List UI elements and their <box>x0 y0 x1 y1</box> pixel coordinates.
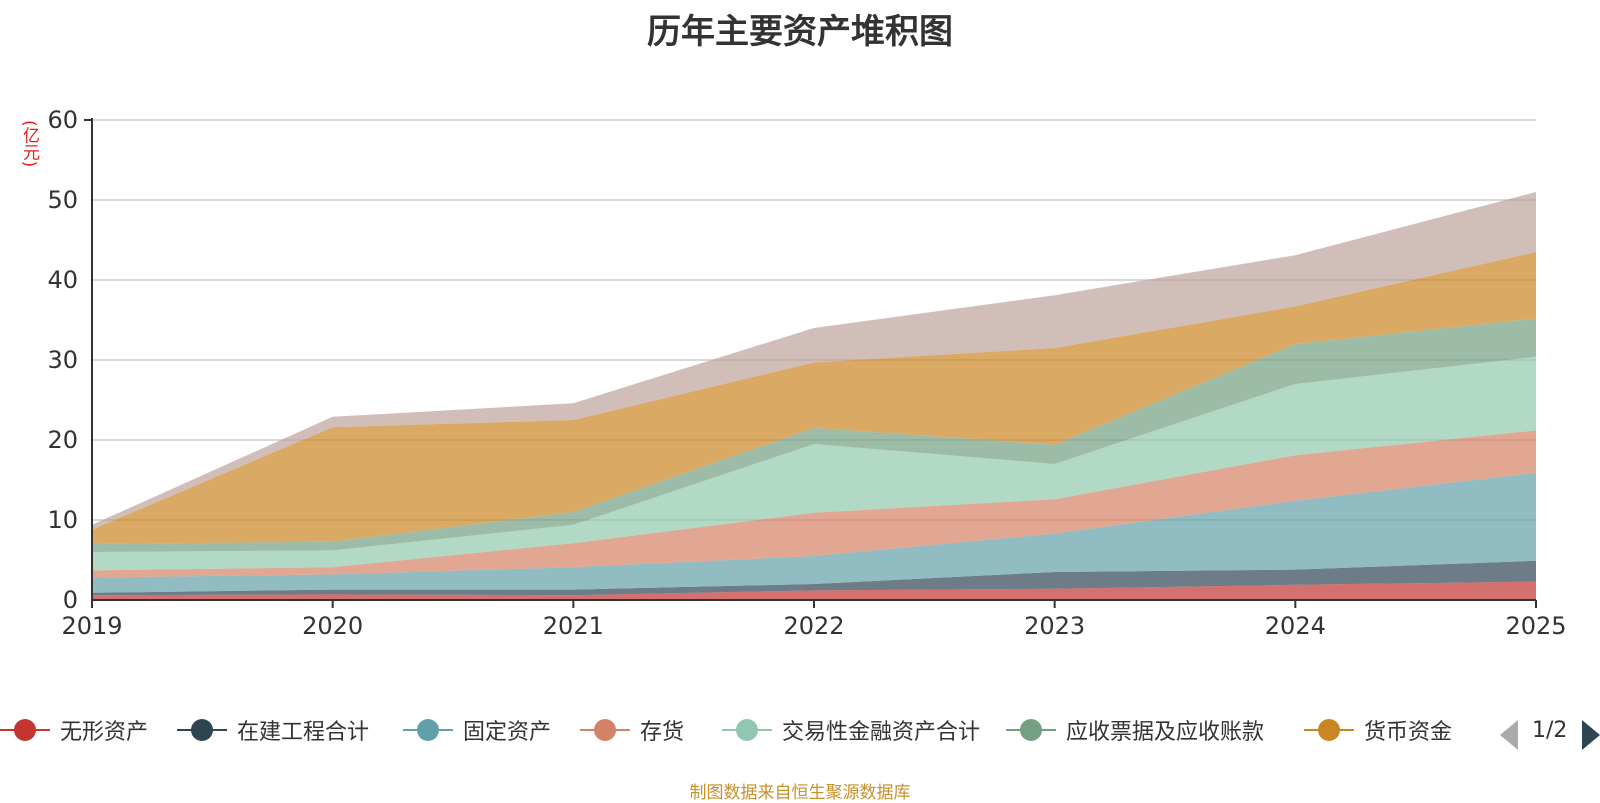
axes: 0 10 20 30 40 50 60 2019 2020 2021 2022 2023 2024 202… <box>47 106 1566 640</box>
legend-marker-icon <box>403 712 453 748</box>
legend-page-indicator: 1/2 <box>1532 718 1568 743</box>
legend-label: 应收票据及应收账款 <box>1066 720 1265 745</box>
x-tick-label: 2019 <box>61 612 122 640</box>
x-tick-label: 2022 <box>783 612 844 640</box>
legend-marker-icon <box>177 712 227 748</box>
legend-label: 在建工程合计 <box>237 720 370 745</box>
area-series-2[interactable] <box>92 472 1536 593</box>
legend-item[interactable]: 无形资产 <box>0 712 148 748</box>
y-tick-label: 0 <box>63 586 78 614</box>
legend-label: 固定资产 <box>463 720 552 745</box>
legend-label: 无形资产 <box>60 720 149 745</box>
data-source-note: 制图数据来自恒生聚源数据库 <box>689 783 911 803</box>
legend-prev-page-icon[interactable] <box>1500 720 1518 750</box>
chart-title: 历年主要资产堆积图 <box>647 12 953 52</box>
area-series-0[interactable] <box>92 581 1536 600</box>
area-series-7[interactable] <box>92 192 1536 530</box>
area-series-6[interactable] <box>92 252 1536 544</box>
x-tick-label: 2023 <box>1024 612 1085 640</box>
x-tick-label: 2021 <box>543 612 604 640</box>
legend-marker-icon <box>580 712 630 748</box>
legend: 无形资产 在建工程合计 固定资产 存货 交易性金融资产合计 应收票据及应收账款 货币资金 <box>0 712 1600 748</box>
x-tick-label: 2024 <box>1265 612 1326 640</box>
legend-marker-icon <box>722 712 772 748</box>
legend-item[interactable]: 固定资产 <box>403 712 551 748</box>
legend-marker-icon <box>1006 712 1056 748</box>
area-series-4[interactable] <box>92 356 1536 571</box>
legend-item[interactable]: 货币资金 <box>1304 712 1452 748</box>
area-series-3[interactable] <box>92 430 1536 578</box>
area-series-5[interactable] <box>92 318 1536 552</box>
legend-item[interactable]: 在建工程合计 <box>177 712 369 748</box>
legend-label: 交易性金融资产合计 <box>782 720 981 745</box>
x-tick-label: 2025 <box>1505 612 1566 640</box>
legend-label: 存货 <box>640 720 685 745</box>
y-tick-label: 10 <box>47 506 78 534</box>
area-series-1[interactable] <box>92 560 1536 596</box>
y-axis-unit-label: (亿元) <box>19 120 39 168</box>
legend-pager: 1/2 <box>1500 716 1600 750</box>
legend-marker-icon <box>0 712 50 748</box>
x-tick-label: 2020 <box>302 612 363 640</box>
area-series <box>92 192 1536 600</box>
legend-marker-icon <box>1304 712 1354 748</box>
stacked-area-chart: 0 10 20 30 40 50 60 2019 2020 2021 2022 2023 2024 202… <box>47 106 1566 640</box>
legend-item[interactable]: 交易性金融资产合计 <box>722 712 980 748</box>
y-tick-label: 30 <box>47 346 78 374</box>
legend-label: 货币资金 <box>1364 720 1453 745</box>
legend-item[interactable]: 应收票据及应收账款 <box>1006 712 1264 748</box>
y-tick-label: 40 <box>47 266 78 294</box>
y-tick-label: 50 <box>47 186 78 214</box>
y-tick-label: 20 <box>47 426 78 454</box>
y-tick-label: 60 <box>47 106 78 134</box>
legend-item[interactable]: 存货 <box>580 712 684 748</box>
legend-next-page-icon[interactable] <box>1582 720 1600 750</box>
